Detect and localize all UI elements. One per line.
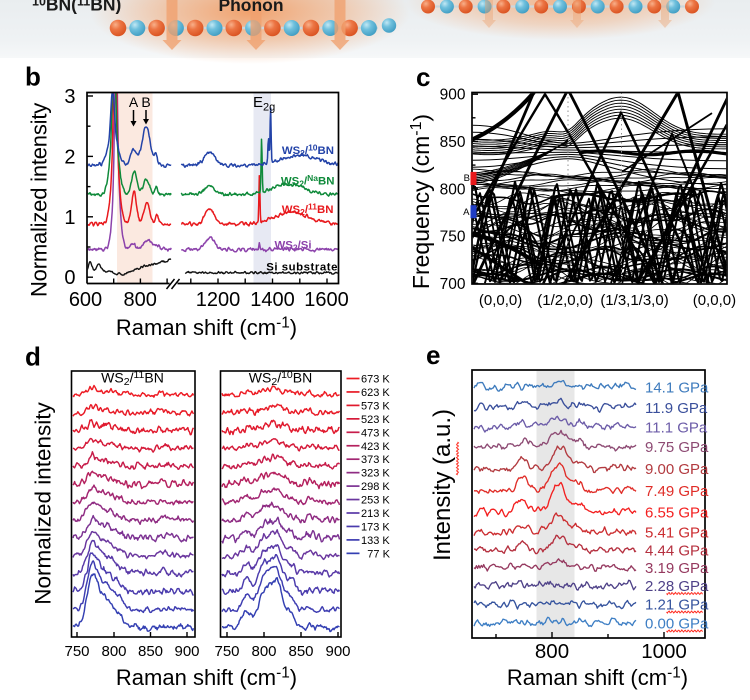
svg-text:d: d <box>25 342 41 372</box>
svg-text:Raman shift (cm-1): Raman shift (cm-1) <box>507 665 688 691</box>
svg-text:213 K: 213 K <box>361 508 390 520</box>
svg-text:1200: 1200 <box>196 289 241 311</box>
svg-text:7.49 GPa: 7.49 GPa <box>645 483 709 500</box>
svg-text:3: 3 <box>64 86 75 108</box>
svg-text:Raman shift (cm-1): Raman shift (cm-1) <box>116 665 297 691</box>
svg-text:800: 800 <box>535 640 569 663</box>
svg-text:323 K: 323 K <box>361 468 390 480</box>
svg-text:673 K: 673 K <box>361 374 390 386</box>
svg-text:WS2/Si: WS2/Si <box>274 240 311 253</box>
svg-text:1400: 1400 <box>250 289 295 311</box>
svg-text:WS2/NaBN: WS2/NaBN <box>281 173 335 189</box>
svg-text:1.21 GPa: 1.21 GPa <box>645 596 709 613</box>
svg-text:850: 850 <box>440 134 466 151</box>
svg-text:9.75 GPa: 9.75 GPa <box>645 439 709 456</box>
svg-text:A: A <box>129 94 139 110</box>
svg-text:800: 800 <box>101 643 126 660</box>
svg-text:10BN(11BN): 10BN(11BN) <box>32 0 121 15</box>
svg-text:523 K: 523 K <box>361 414 390 426</box>
svg-text:700: 700 <box>440 276 466 293</box>
svg-text:e: e <box>426 340 440 370</box>
svg-text:A: A <box>463 207 470 218</box>
svg-text:B: B <box>141 94 150 110</box>
svg-text:750: 750 <box>64 643 89 660</box>
svg-text:5.41 GPa: 5.41 GPa <box>645 524 709 541</box>
svg-text:900: 900 <box>174 643 199 660</box>
svg-text:800: 800 <box>440 181 466 198</box>
svg-text:900: 900 <box>325 643 350 660</box>
svg-text:2: 2 <box>64 146 75 168</box>
svg-text:Frequency (cm-1): Frequency (cm-1) <box>408 114 434 289</box>
svg-text:Normalized intensity: Normalized intensity <box>27 103 52 297</box>
svg-text:11.1 GPa: 11.1 GPa <box>645 419 708 436</box>
svg-text:623 K: 623 K <box>361 387 390 399</box>
svg-text:750: 750 <box>214 643 239 660</box>
svg-text:WS2/11BN: WS2/11BN <box>282 201 334 217</box>
svg-text:600: 600 <box>69 289 102 311</box>
svg-text:253 K: 253 K <box>361 495 390 507</box>
svg-text:298 K: 298 K <box>361 481 390 493</box>
svg-text:800: 800 <box>251 643 276 660</box>
svg-text:9.00 GPa: 9.00 GPa <box>645 461 709 478</box>
svg-text:6.55 GPa: 6.55 GPa <box>645 504 709 521</box>
svg-text:750: 750 <box>440 229 466 246</box>
svg-text:423 K: 423 K <box>361 441 390 453</box>
svg-text:573 K: 573 K <box>361 400 390 412</box>
svg-text:B: B <box>464 173 470 184</box>
svg-text:900: 900 <box>440 87 466 104</box>
svg-text:14.1 GPa: 14.1 GPa <box>645 379 709 396</box>
svg-text:133 K: 133 K <box>361 535 390 547</box>
svg-text:3.19 GPa: 3.19 GPa <box>645 560 709 577</box>
svg-text:1600: 1600 <box>304 289 349 311</box>
svg-text:373 K: 373 K <box>361 454 390 466</box>
svg-text:0.00 GPa: 0.00 GPa <box>645 615 709 632</box>
svg-text:Normalized intensity: Normalized intensity <box>31 401 56 604</box>
svg-text:b: b <box>25 62 41 92</box>
svg-text:WS2/10BN: WS2/10BN <box>249 369 312 388</box>
svg-text:Intensity (a.u.): Intensity (a.u.) <box>429 409 456 561</box>
svg-text:4.44 GPa: 4.44 GPa <box>645 542 709 559</box>
svg-text:Raman shift (cm-1): Raman shift (cm-1) <box>116 315 297 341</box>
svg-text:(0,0,0): (0,0,0) <box>693 292 736 309</box>
svg-text:11.9 GPa: 11.9 GPa <box>645 400 708 417</box>
svg-text:473 K: 473 K <box>361 427 390 439</box>
svg-text:Phonon: Phonon <box>218 0 283 15</box>
svg-text:2.28 GPa: 2.28 GPa <box>645 578 709 595</box>
svg-text:77 K: 77 K <box>367 548 390 560</box>
svg-text:850: 850 <box>288 643 313 660</box>
svg-text:c: c <box>416 62 430 92</box>
svg-text:850: 850 <box>138 643 163 660</box>
svg-text:(1/3,1/3,0): (1/3,1/3,0) <box>600 292 668 309</box>
svg-text:0: 0 <box>64 267 75 289</box>
svg-text:800: 800 <box>124 289 157 311</box>
svg-text:WS2/10BN: WS2/10BN <box>282 142 334 158</box>
svg-text:WS2/11BN: WS2/11BN <box>101 369 164 388</box>
svg-text:173 K: 173 K <box>361 521 390 533</box>
svg-text:1: 1 <box>64 207 75 229</box>
svg-text:(0,0,0): (0,0,0) <box>479 292 522 309</box>
svg-text:Si substrate: Si substrate <box>266 262 338 274</box>
svg-text:1000: 1000 <box>641 640 687 663</box>
svg-text:(1/2,0,0): (1/2,0,0) <box>537 292 593 309</box>
